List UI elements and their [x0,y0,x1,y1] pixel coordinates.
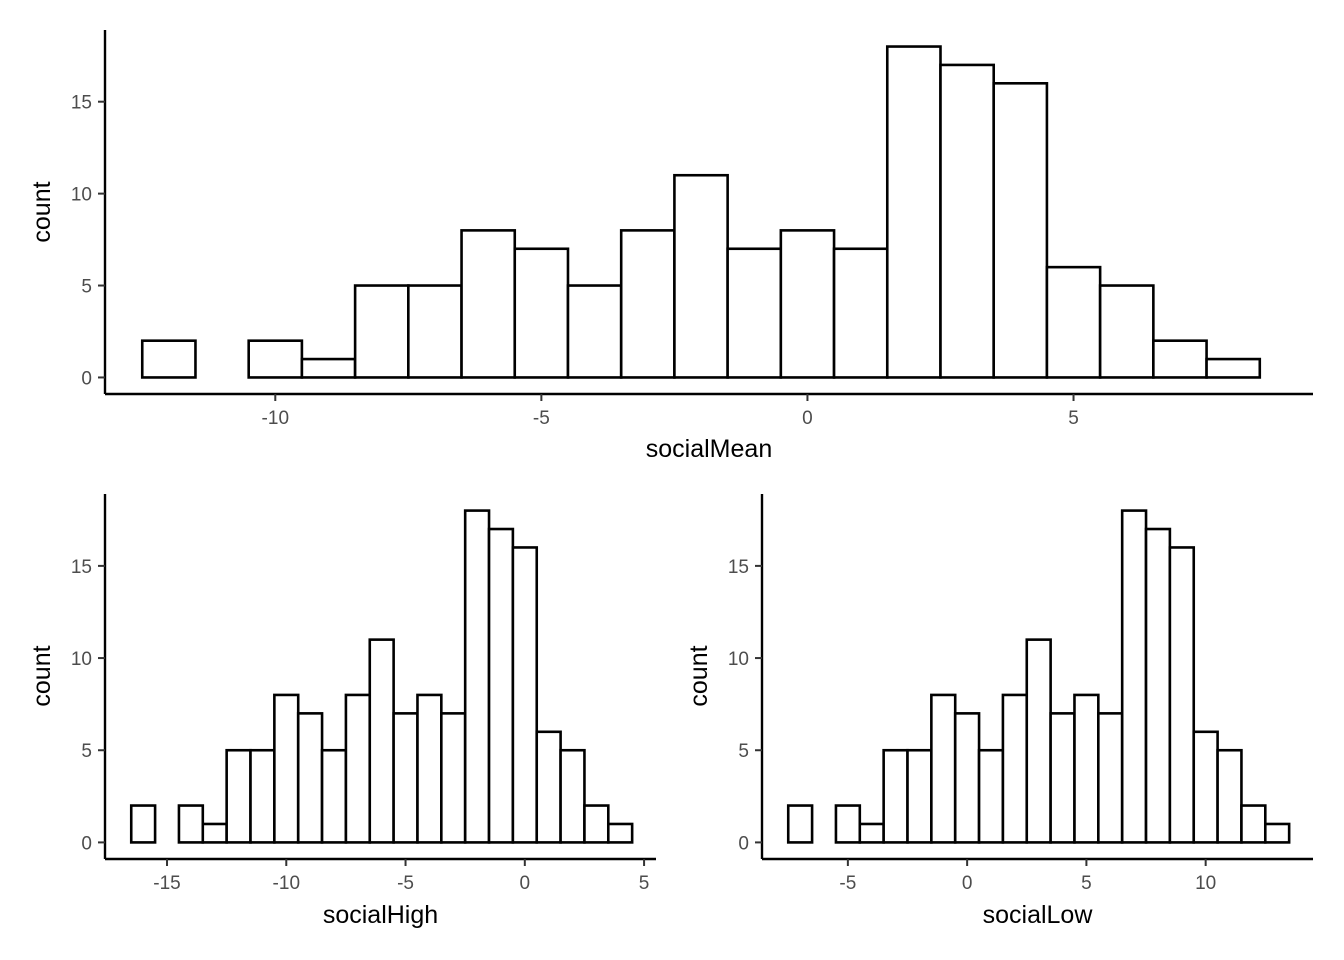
histogram-bar [977,748,1005,844]
x-tick-label: 5 [639,873,650,894]
histogram-bar [416,693,443,844]
histogram-bar [1263,822,1291,844]
y-axis-title: count [28,645,56,706]
histogram-bar [1045,265,1102,379]
x-tick-label: 0 [520,873,531,894]
histogram-bar [1097,712,1124,844]
x-axis-title: socialMean [646,435,772,463]
histogram-bar [344,693,372,844]
histogram-bar [1240,804,1267,844]
y-axis-title: count [685,645,713,706]
x-axis-title: socialLow [983,901,1094,929]
x-tick-label: 0 [802,408,813,429]
histogram-bar [930,693,957,844]
y-tick-label: 0 [81,368,92,389]
y-tick-label: 0 [738,833,749,854]
histogram-bar [858,822,885,844]
histogram-bar [939,63,996,379]
histogram-bar [1168,546,1196,844]
x-tick-label: -5 [533,408,550,429]
histogram-bar [1120,509,1148,844]
histogram-bar [1216,748,1243,844]
y-tick-label: 10 [71,649,92,670]
histogram-bar [140,339,197,379]
y-tick-label: 15 [71,93,92,114]
x-axis-title: socialHigh [323,901,438,929]
histogram-bar [619,229,676,379]
histogram-bar [487,527,515,844]
histogram-bar [320,748,348,844]
social-mean-histogram-panel: -10 -5 0 5 0 5 10 15 socialMean count [28,30,1313,463]
histogram-bar [566,284,623,379]
histogram-bar [296,712,324,844]
histogram-bar [392,712,419,844]
y-tick-label: 15 [71,557,92,578]
histogram-bar [225,748,252,844]
histogram-bar [882,748,909,844]
histogram-bar [606,822,634,844]
y-axis-title: count [28,181,56,242]
social-low-histogram-panel: -5 0 5 10 0 5 10 15 socialLow count [685,494,1313,929]
y-tick-label: 5 [81,741,92,762]
x-tick-label: 10 [1195,873,1216,894]
x-tick-label: -15 [153,873,180,894]
histogram-bar [513,247,570,379]
histogram-bar [247,339,304,379]
histogram-bar [1049,712,1076,844]
y-tick-label: 10 [71,185,92,206]
histogram-bar [129,804,157,844]
y-tick-label: 5 [81,277,92,298]
social-high-histogram-panel: -15 -10 -5 0 5 0 5 10 15 socialHigh count [28,494,656,929]
y-tick-label: 10 [728,649,749,670]
y-tick-label: 15 [728,557,749,578]
x-tick-label: -10 [273,873,300,894]
histogram-bar [177,804,205,844]
histogram-bar [1144,527,1172,844]
histogram-bar [1098,284,1155,379]
x-tick-label: 0 [962,873,973,894]
histogram-bar [1001,693,1029,844]
histogram-bar [885,45,942,379]
y-tick-label: 0 [81,833,92,854]
histogram-bar [786,804,814,844]
histogram-bar [1073,693,1100,844]
histogram-bar [353,284,410,379]
histogram-bar [832,247,889,379]
histogram-bar [463,509,491,844]
x-tick-label: -5 [397,873,414,894]
histogram-bar [201,822,228,844]
histogram-bar [834,804,862,844]
histogram-bar [368,638,395,844]
histogram-bar [460,229,517,379]
histogram-bar [1152,339,1208,379]
histogram-bar [906,748,933,844]
histogram-bar [992,82,1049,379]
histogram-bar [673,173,729,379]
histogram-bar [273,693,300,844]
histogram-bar [1192,730,1219,844]
histogram-bar [511,546,539,844]
histogram-bar [249,748,276,844]
y-tick-label: 5 [738,741,749,762]
histogram-bar [1205,357,1262,379]
histogram-bar [407,284,463,379]
x-tick-label: 5 [1081,873,1092,894]
histogram-bar [300,357,357,379]
histogram-bar [726,247,783,379]
x-tick-label: -10 [262,408,289,429]
x-tick-label: 5 [1068,408,1079,429]
histogram-bar [583,804,610,844]
histogram-bar [953,712,981,844]
histogram-bar [440,712,467,844]
histogram-bar [1025,638,1052,844]
histogram-bar [779,229,836,379]
histogram-bar [535,730,562,844]
histogram-bar [559,748,586,844]
x-tick-label: -5 [839,873,856,894]
